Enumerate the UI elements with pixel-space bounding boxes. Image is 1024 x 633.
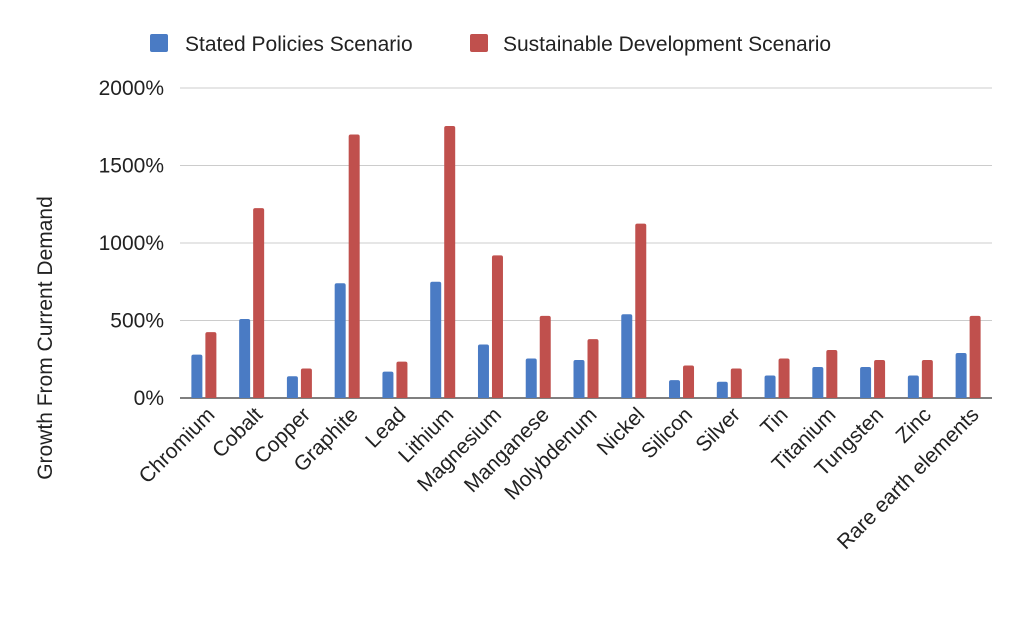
bars bbox=[191, 125, 981, 398]
legend-swatch bbox=[470, 34, 488, 52]
bar-sustainable-development-silver bbox=[730, 368, 742, 398]
bar-sustainable-development-manganese bbox=[539, 315, 551, 398]
bar-stated-policies-lithium bbox=[430, 281, 442, 398]
bar-sustainable-development-nickel bbox=[635, 223, 647, 398]
legend-label: Stated Policies Scenario bbox=[185, 33, 413, 56]
x-tick-label: Tin bbox=[756, 403, 792, 439]
bar-sustainable-development-chromium bbox=[205, 332, 217, 398]
y-tick-label: 1500% bbox=[99, 155, 164, 178]
bar-stated-policies-silver bbox=[716, 381, 728, 398]
legend: Stated Policies Scenario Sustainable Deve… bbox=[150, 33, 831, 56]
bar-stated-policies-rare-earth-elements bbox=[955, 353, 967, 398]
bar-stated-policies-chromium bbox=[191, 354, 203, 398]
y-tick-label: 500% bbox=[110, 310, 164, 333]
bar-sustainable-development-lithium bbox=[444, 125, 456, 398]
bar-stated-policies-titanium bbox=[812, 367, 824, 398]
bar-stated-policies-manganese bbox=[525, 358, 537, 398]
x-tick-label: Chromium bbox=[135, 403, 220, 488]
x-tick-label: Silicon bbox=[637, 403, 697, 463]
y-axis-ticks: 0% 500% 1000% 1500% 2000% bbox=[99, 77, 164, 410]
legend-label: Sustainable Development Scenario bbox=[503, 33, 831, 56]
bar-stated-policies-magnesium bbox=[477, 344, 489, 398]
bar-sustainable-development-titanium bbox=[826, 349, 838, 398]
bar-stated-policies-copper bbox=[286, 376, 298, 398]
bar-sustainable-development-copper bbox=[300, 368, 312, 398]
bar-sustainable-development-lead bbox=[396, 361, 408, 398]
y-axis-title: Growth From Current Demand bbox=[34, 196, 57, 480]
bar-sustainable-development-zinc bbox=[921, 360, 933, 398]
bar-sustainable-development-graphite bbox=[348, 134, 360, 398]
bar-stated-policies-molybdenum bbox=[573, 360, 585, 398]
x-tick-label: Silver bbox=[691, 403, 744, 456]
bar-stated-policies-cobalt bbox=[239, 318, 251, 398]
bar-stated-policies-nickel bbox=[621, 314, 633, 398]
gridlines bbox=[180, 87, 992, 399]
bar-sustainable-development-molybdenum bbox=[587, 339, 599, 398]
bar-stated-policies-silicon bbox=[669, 380, 681, 398]
bar-sustainable-development-magnesium bbox=[491, 255, 503, 398]
bar-sustainable-development-tungsten bbox=[874, 360, 886, 398]
bar-sustainable-development-cobalt bbox=[253, 208, 265, 398]
bar-sustainable-development-rare-earth-elements bbox=[969, 315, 981, 398]
x-axis-ticks: ChromiumCobaltCopperGraphiteLeadLithiumM… bbox=[135, 403, 984, 554]
bar-sustainable-development-silicon bbox=[683, 365, 695, 398]
bar-stated-policies-tin bbox=[764, 375, 776, 398]
bar-stated-policies-tungsten bbox=[860, 367, 872, 398]
bar-stated-policies-zinc bbox=[907, 375, 919, 398]
y-tick-label: 2000% bbox=[99, 77, 164, 100]
y-tick-label: 1000% bbox=[99, 232, 164, 255]
bar-stated-policies-graphite bbox=[334, 283, 346, 398]
bar-stated-policies-lead bbox=[382, 371, 394, 398]
y-tick-label: 0% bbox=[134, 387, 164, 410]
bar-sustainable-development-tin bbox=[778, 358, 790, 398]
legend-swatch bbox=[150, 34, 168, 52]
